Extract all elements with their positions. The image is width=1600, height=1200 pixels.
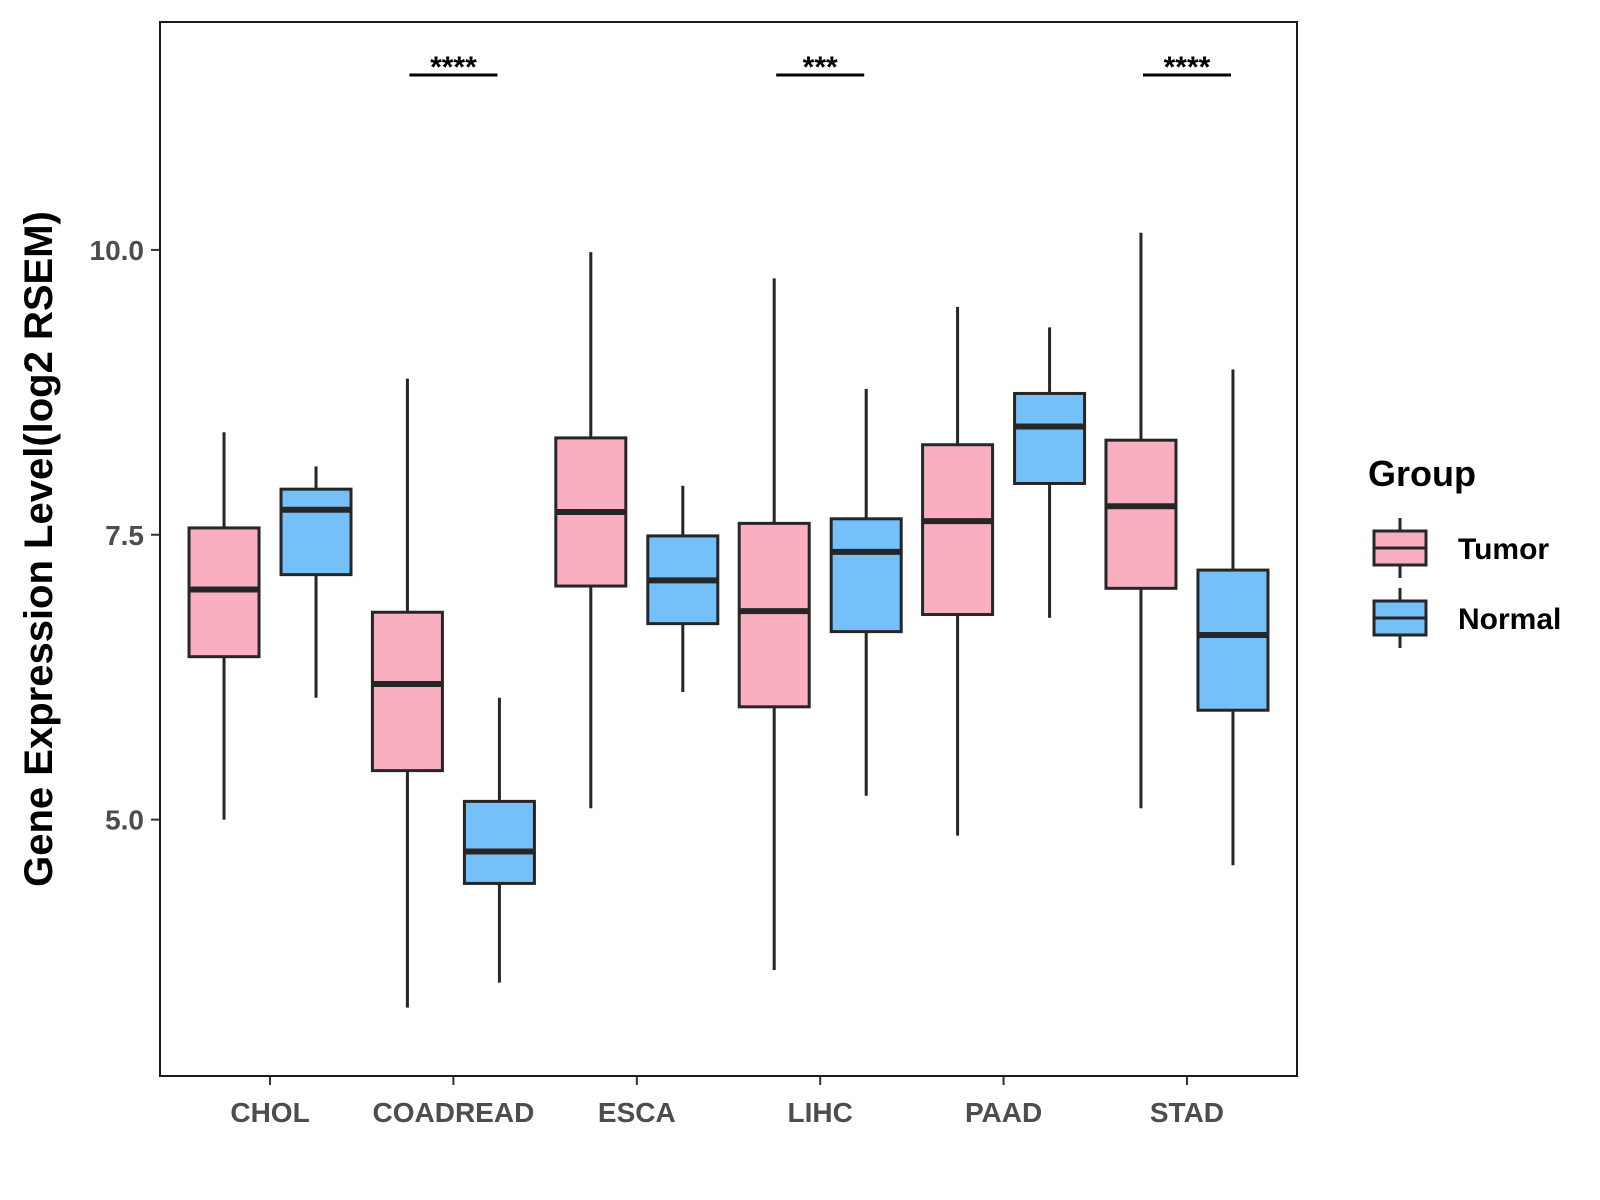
iqr-box (279, 487, 353, 577)
x-tick-label: PAAD (965, 1097, 1042, 1128)
box-tumor-coadread (370, 378, 444, 1008)
box-normal-esca (646, 485, 720, 693)
box-tumor-lihc (737, 278, 811, 971)
significance-label: **** (430, 51, 477, 84)
iqr-box (829, 517, 903, 634)
iqr-box (370, 610, 444, 773)
box-tumor-stad (1104, 232, 1178, 809)
box-normal-lihc (829, 388, 903, 796)
y-tick-label: 5.0 (105, 805, 144, 836)
legend: Group Tumor Normal (1368, 453, 1561, 648)
significance-label: *** (803, 51, 838, 84)
iqr-box (737, 521, 811, 709)
box-normal-chol (279, 466, 353, 698)
box-normal-coadread (462, 697, 536, 983)
panel-border (159, 21, 1298, 1077)
x-tick-label: COADREAD (373, 1097, 535, 1128)
iqr-box (1196, 568, 1270, 712)
x-tick-label: STAD (1150, 1097, 1224, 1128)
y-tick-label: 10.0 (90, 235, 145, 266)
y-axis-title: Gene Expression Level(log2 RSEM) (17, 211, 61, 887)
box-normal-paad (1013, 327, 1087, 618)
x-tick-label: ESCA (598, 1097, 676, 1128)
legend-label: Normal (1458, 603, 1561, 636)
legend-item-tumor: Tumor (1372, 518, 1549, 578)
legend-item-normal: Normal (1372, 588, 1561, 648)
iqr-box (462, 799, 536, 885)
legend-label: Tumor (1458, 533, 1549, 566)
x-tick-label: LIHC (788, 1097, 853, 1128)
box-tumor-esca (554, 252, 628, 809)
box-tumor-paad (921, 306, 995, 836)
box-tumor-chol (187, 432, 261, 820)
plot-area: 5.0 7.5 10.0 CHOL COADREAD ESCA LIHC PAAD STAD **… (90, 51, 1270, 1128)
box-normal-stad (1196, 369, 1270, 866)
iqr-box (921, 443, 995, 617)
iqr-box (1013, 391, 1087, 485)
legend-title: Group (1368, 453, 1476, 494)
iqr-box (1104, 438, 1178, 590)
significance-label: **** (1164, 51, 1211, 84)
y-tick-label: 7.5 (105, 520, 144, 551)
x-tick-label: CHOL (230, 1097, 309, 1128)
